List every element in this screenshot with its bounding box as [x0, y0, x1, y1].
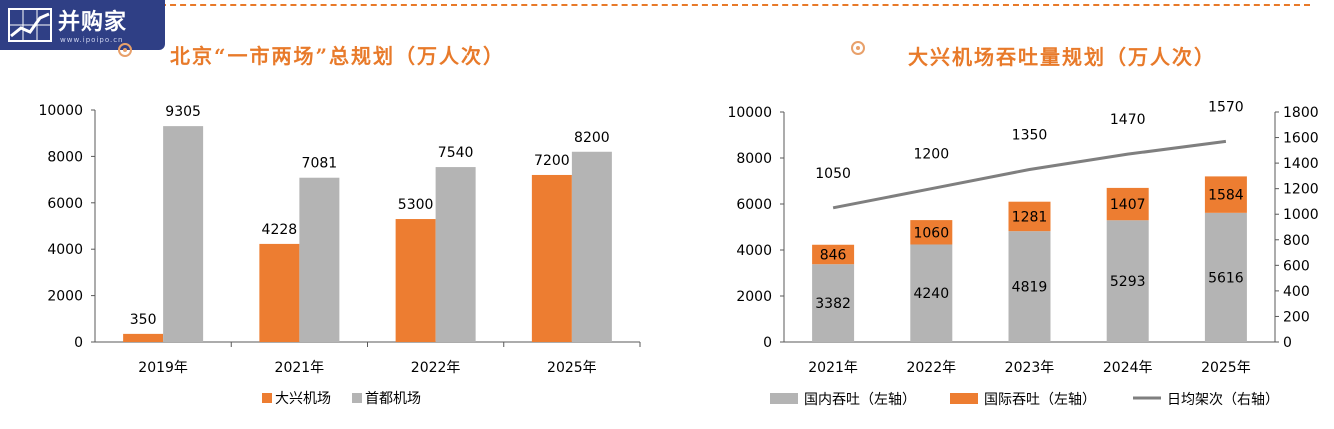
header-dashed-line	[160, 4, 1310, 6]
legend-label: 国内吞吐（左轴）	[804, 392, 916, 408]
data-label: 5300	[398, 197, 434, 213]
data-label: 8200	[574, 130, 610, 146]
bar-domestic	[812, 264, 855, 342]
y-tick-label: 4000	[47, 242, 83, 258]
data-label: 7081	[302, 156, 338, 172]
logo-url: www.ipoipo.cn	[60, 36, 124, 44]
data-label: 4819	[1012, 280, 1048, 296]
data-label: 1281	[1012, 209, 1048, 225]
x-tick-label: 2022年	[411, 360, 461, 376]
data-label: 4228	[262, 222, 298, 238]
bullet-icon	[851, 41, 865, 55]
y-tick-label: 10000	[38, 103, 83, 119]
line-data-label: 1350	[1012, 128, 1048, 144]
line-data-label: 1200	[913, 147, 949, 163]
legend-label: 国际吞吐（左轴）	[984, 392, 1096, 408]
data-label: 9305	[165, 104, 201, 120]
bar-domestic	[1204, 212, 1247, 342]
y-tick-label: 8000	[47, 149, 83, 165]
y2-tick-label: 0	[1283, 335, 1292, 351]
bar-international	[1204, 176, 1247, 213]
bar	[163, 126, 204, 343]
data-label: 1584	[1208, 188, 1244, 204]
line-series-flights	[832, 139, 1227, 210]
logo-text: 并购家	[58, 10, 128, 35]
x-tick-label: 2023年	[1005, 360, 1055, 376]
y2-tick-label: 1800	[1283, 105, 1319, 121]
x-tick-label: 2021年	[808, 360, 858, 376]
legend-label: 首都机场	[365, 391, 421, 407]
bar-domestic	[1008, 231, 1051, 342]
x-tick-label: 2025年	[547, 360, 597, 376]
line-data-label: 1570	[1208, 99, 1244, 115]
y-tick-label: 2000	[47, 289, 83, 305]
x-tick-label: 2021年	[275, 360, 325, 376]
chart-title-right: 大兴机场吞吐量规划（万人次）	[908, 45, 1208, 69]
bar	[531, 174, 572, 342]
y-tick-label: 4000	[736, 243, 772, 259]
y-tick-label: 10000	[727, 105, 772, 121]
x-tick-label: 2019年	[138, 360, 188, 376]
y2-tick-label: 800	[1283, 233, 1310, 249]
bar	[571, 151, 612, 342]
legend-label: 日均架次（右轴）	[1167, 392, 1279, 408]
y2-tick-label: 1600	[1283, 131, 1319, 147]
line-data-label: 1050	[815, 166, 851, 182]
legend-swatch	[950, 393, 978, 404]
data-label: 1407	[1110, 197, 1146, 213]
bar-domestic	[910, 244, 953, 342]
x-tick-label: 2025年	[1201, 360, 1251, 376]
chart-logo-icon	[8, 8, 52, 42]
y2-tick-label: 1000	[1283, 207, 1319, 223]
y-tick-label: 8000	[736, 151, 772, 167]
data-label: 5616	[1208, 270, 1244, 286]
data-label: 7540	[438, 145, 474, 161]
legend-swatch	[770, 393, 798, 404]
y-tick-label: 2000	[736, 289, 772, 305]
bar-domestic	[1106, 220, 1149, 342]
bar-international	[910, 220, 953, 245]
y2-tick-label: 400	[1283, 284, 1310, 300]
line-data-label: 1470	[1110, 112, 1146, 128]
bar-international	[1008, 201, 1051, 232]
chart-title-left: 北京“一市两场”总规划（万人次）	[170, 44, 506, 68]
y2-tick-label: 600	[1283, 258, 1310, 274]
bar-international	[812, 244, 855, 265]
bar-international	[1106, 187, 1149, 221]
y2-tick-label: 200	[1283, 309, 1310, 325]
legend-swatch	[262, 393, 272, 403]
legend-label: 大兴机场	[275, 391, 331, 407]
x-tick-label: 2022年	[906, 360, 956, 376]
y2-tick-label: 1400	[1283, 156, 1319, 172]
data-label: 4240	[913, 286, 949, 302]
y-tick-label: 0	[74, 335, 83, 351]
y-tick-label: 6000	[47, 196, 83, 212]
data-label: 3382	[815, 296, 851, 312]
bullet-icon	[118, 43, 132, 57]
bar	[299, 177, 340, 342]
y-tick-label: 6000	[736, 197, 772, 213]
legend-swatch	[352, 393, 362, 403]
data-label: 7200	[534, 153, 570, 169]
bar	[435, 167, 476, 342]
data-label: 846	[820, 247, 847, 263]
data-label: 5293	[1110, 274, 1146, 290]
y2-tick-label: 1200	[1283, 182, 1319, 198]
logo: 并购家 www.ipoipo.cn	[0, 0, 165, 50]
bar	[259, 243, 300, 342]
bar	[395, 219, 436, 342]
x-tick-label: 2024年	[1103, 360, 1153, 376]
data-label: 1060	[913, 225, 949, 241]
data-label: 350	[130, 312, 157, 328]
bar	[123, 333, 164, 342]
y-tick-label: 0	[763, 335, 772, 351]
